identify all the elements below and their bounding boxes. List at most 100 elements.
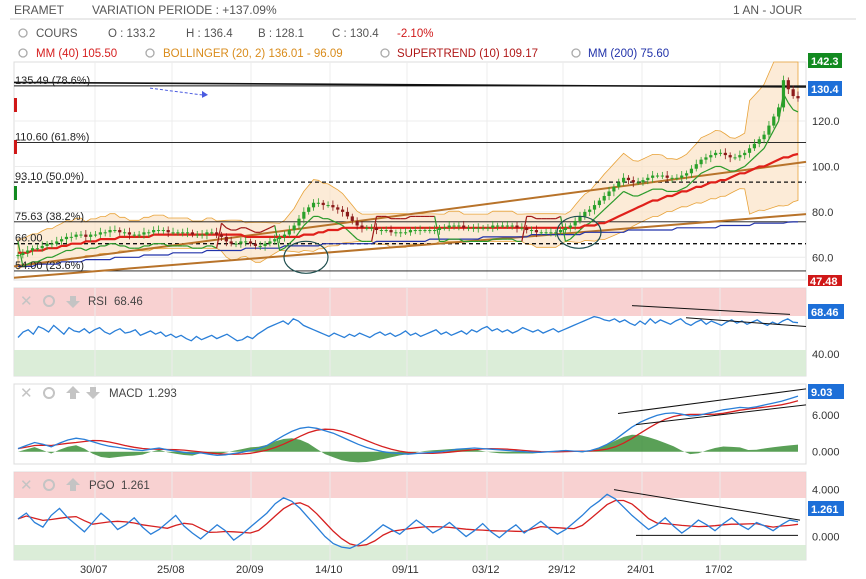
fib-level-label: 66.00 <box>15 233 43 245</box>
candle-body <box>26 250 30 253</box>
supertrend-segment <box>114 243 120 247</box>
x-tick-label: 17/02 <box>705 564 733 576</box>
x-tick-label: 29/12 <box>548 564 576 576</box>
candle-body <box>302 211 306 219</box>
candle-body <box>205 232 209 235</box>
candle-body <box>118 230 122 233</box>
candle-body <box>651 175 655 178</box>
svg-text:130.4: 130.4 <box>811 84 839 96</box>
supertrend-segment <box>124 245 130 249</box>
candle-body <box>340 209 345 212</box>
pgo-trendline <box>613 489 801 521</box>
pgo-gear-icon[interactable] <box>43 479 55 491</box>
candle-body <box>215 232 219 235</box>
supertrend-gear-icon[interactable] <box>380 48 390 58</box>
rsi-down-icon[interactable] <box>66 296 80 308</box>
variation-label: VARIATION PERIODE : +137.09% <box>92 3 277 17</box>
supertrend-segment <box>773 120 780 131</box>
candle-body <box>573 220 577 226</box>
candle-body <box>452 225 456 227</box>
trendline-upper <box>13 160 807 268</box>
supertrend-segment <box>41 256 48 261</box>
candle-body <box>796 96 800 99</box>
x-tick-label: 24/01 <box>627 564 655 576</box>
macd-close-icon[interactable]: ✕ <box>20 385 33 402</box>
supertrend-segment <box>434 216 441 242</box>
candle-body <box>777 107 781 117</box>
supertrend-segment <box>768 129 775 140</box>
close-value: C : 130.4 <box>332 28 379 40</box>
macd-tick-label: 6.000 <box>812 410 840 422</box>
candle-body <box>195 234 199 236</box>
supertrend-segment <box>691 177 697 183</box>
macd-badge: 9.03 <box>808 384 844 399</box>
supertrend-segment <box>148 243 154 247</box>
candle-body <box>733 157 737 159</box>
x-tick-label: 25/08 <box>157 564 185 576</box>
supertrend-segment <box>618 190 625 197</box>
supertrend-segment <box>351 234 358 240</box>
candle-body <box>602 195 606 201</box>
y-tick-label: 120.0 <box>812 116 840 128</box>
macd-gear-icon[interactable] <box>43 387 55 399</box>
supertrend-segment <box>608 200 615 206</box>
supertrend-segment <box>51 254 58 258</box>
rsi-line <box>17 315 799 342</box>
mm40-gear-icon[interactable] <box>18 48 28 58</box>
candle-body <box>219 234 224 237</box>
candle-body <box>355 220 359 226</box>
bollinger-gear-icon[interactable] <box>145 48 155 58</box>
rsi-trendline <box>631 305 791 315</box>
legend-bollinger: BOLLINGER (20, 2) 136.01 - 96.09 <box>163 48 343 60</box>
pgo-close-icon[interactable]: ✕ <box>20 477 33 494</box>
candle-body <box>481 227 485 229</box>
macd-up-icon[interactable] <box>66 386 80 399</box>
candle-body <box>418 230 422 232</box>
x-tick-label: 14/10 <box>315 564 343 576</box>
x-tick-label: 30/07 <box>80 564 108 576</box>
candle-body <box>79 234 83 236</box>
candle-body <box>16 255 20 257</box>
course-gear-icon[interactable] <box>18 28 28 38</box>
mm200-gear-icon[interactable] <box>571 48 581 58</box>
supertrend-segment <box>226 227 232 231</box>
supertrend-segment <box>763 138 770 149</box>
macd-signal-line <box>17 400 799 455</box>
supertrend-segment <box>705 168 712 172</box>
supertrend-segment <box>637 193 644 197</box>
rsi-close-icon[interactable]: ✕ <box>20 293 33 310</box>
supertrend-segment <box>589 218 595 224</box>
candle-body <box>762 134 766 140</box>
candle-body <box>45 243 49 246</box>
price-high-badge: 142.3 <box>808 53 842 68</box>
supertrend-segment <box>613 195 620 201</box>
pgo-controls: ✕ PGO 1.261 <box>20 477 150 494</box>
pgo-up-icon[interactable] <box>66 478 80 491</box>
candle-body <box>534 230 538 233</box>
supertrend-segment <box>787 102 794 111</box>
supertrend-segment <box>710 165 716 170</box>
pgo-badge: 1.261 <box>808 501 844 516</box>
macd-down-icon[interactable] <box>86 387 100 399</box>
projection-arrow <box>149 87 203 96</box>
candle-body <box>510 225 514 227</box>
pgo-tick-label: 0.000 <box>812 532 840 544</box>
rsi-gear-icon[interactable] <box>43 295 55 307</box>
candle-body <box>108 230 112 233</box>
candle-body <box>311 202 316 208</box>
candle-body <box>84 234 88 237</box>
candle-body <box>743 152 747 156</box>
annotation-ellipse <box>556 215 602 249</box>
candle-body <box>714 152 718 156</box>
supertrend-segment <box>288 238 295 245</box>
candle-body <box>428 230 432 232</box>
rsi-tick-label: 40.00 <box>812 349 840 361</box>
candle-body <box>781 80 786 108</box>
candle-body <box>394 232 398 234</box>
candle-body <box>747 148 752 153</box>
candle-body <box>413 230 417 232</box>
course-label: COURS <box>36 28 78 40</box>
candle-body <box>137 234 141 236</box>
candle-body <box>248 241 253 244</box>
price-last-badge: 130.4 <box>808 81 842 96</box>
